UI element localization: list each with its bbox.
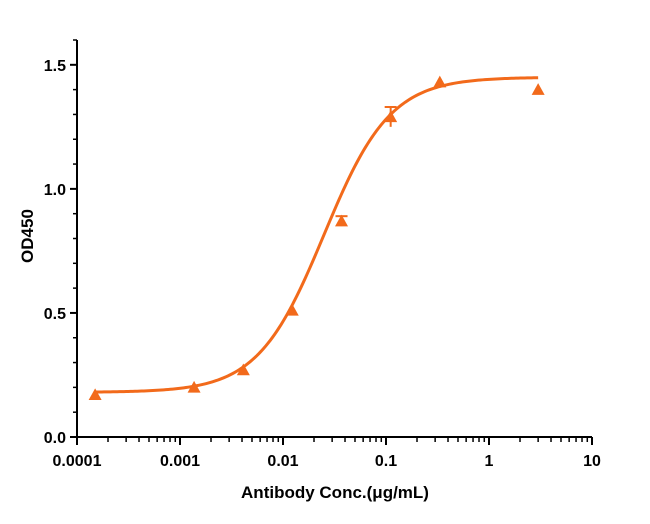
x-tick-label: 0.1: [375, 453, 397, 470]
x-tick-label: 1: [485, 453, 494, 470]
fit-curve: [95, 76, 539, 394]
data-point: [335, 214, 349, 227]
x-axis-title: Antibody Conc.(μg/mL): [241, 483, 429, 502]
y-tick-label: 0.5: [44, 306, 66, 323]
data-point: [88, 388, 102, 401]
data-point: [531, 83, 545, 95]
y-tick-label: 1.5: [44, 58, 66, 75]
y-tick-label: 0.0: [44, 430, 66, 447]
data-point: [187, 380, 201, 393]
data-point: [285, 303, 299, 316]
data-point: [433, 75, 447, 88]
data-point: [384, 110, 398, 123]
data-points: [88, 75, 545, 401]
data-point: [236, 363, 250, 376]
axes: 0.0 0.5 1.0 1.5 0.0001 0.001 0.01 0.1 1 10: [44, 39, 601, 470]
y-axis-title: OD450: [18, 209, 37, 263]
x-tick-label: 10: [583, 453, 601, 470]
x-tick-label: 0.001: [160, 453, 200, 470]
y-tick-label: 1.0: [44, 182, 66, 199]
x-tick-label: 0.01: [267, 453, 298, 470]
x-tick-label: 0.0001: [53, 453, 102, 470]
